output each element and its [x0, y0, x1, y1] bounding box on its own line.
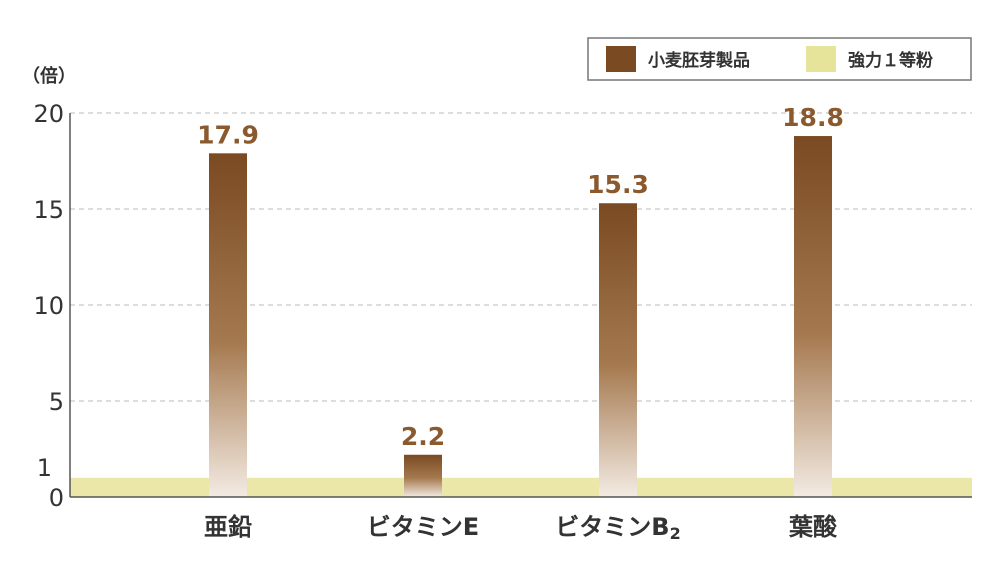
- y-tick-label: 0: [49, 484, 64, 512]
- category-label: 葉酸: [788, 513, 838, 541]
- value-labels: 17.9 2.2 15.3 18.8: [197, 103, 844, 451]
- category-label: ビタミンE: [367, 513, 479, 541]
- bar-wheat-germ: [794, 136, 832, 498]
- bars: [209, 136, 832, 498]
- value-label: 2.2: [401, 422, 445, 451]
- legend-swatch-bread-flour: [806, 46, 836, 72]
- y-tick-label: 20: [33, 100, 64, 128]
- category-labels: 亜鉛 ビタミンE ビタミンB2 葉酸: [204, 513, 838, 543]
- legend-label-bread-flour: 強力１等粉: [848, 50, 933, 71]
- y-tick-baseline-label: 1: [37, 454, 52, 482]
- y-tick-label: 5: [49, 388, 64, 416]
- y-axis-unit-label: （倍）: [22, 65, 76, 87]
- y-tick-labels: 0 5 10 15 20: [33, 100, 64, 512]
- bar-wheat-germ: [209, 153, 247, 497]
- y-tick-label: 10: [33, 292, 64, 320]
- bar-wheat-germ: [404, 454, 442, 497]
- legend-box: [587, 37, 972, 81]
- y-tick-label: 15: [33, 196, 64, 224]
- bar-wheat-germ: [599, 203, 637, 498]
- value-label: 18.8: [782, 103, 844, 132]
- gridlines: [70, 112, 972, 402]
- legend-swatch-wheat-germ: [606, 46, 636, 72]
- value-label: 17.9: [197, 120, 259, 149]
- category-label: ビタミンB2: [555, 513, 680, 543]
- value-label: 15.3: [587, 170, 649, 199]
- legend: 小麦胚芽製品 強力１等粉: [587, 37, 972, 81]
- bread-flour-baseline-band: [70, 477, 972, 497]
- category-label: 亜鉛: [204, 513, 252, 541]
- legend-label-wheat-germ: 小麦胚芽製品: [648, 50, 750, 71]
- category-subscript: 2: [670, 524, 681, 543]
